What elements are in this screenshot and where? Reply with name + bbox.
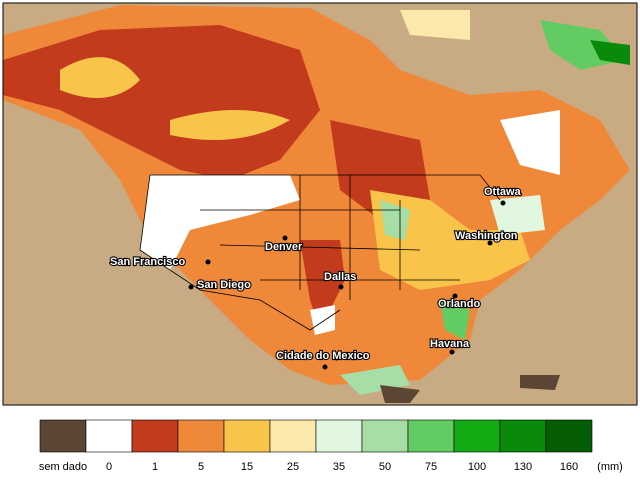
map-frame (2, 2, 638, 406)
legend-label: 15 (241, 461, 253, 473)
legend-swatch (453, 419, 501, 453)
map: Ottawa Washington Denver San Francisco S… (2, 2, 638, 406)
precip-region (380, 385, 420, 403)
precip-region (500, 110, 560, 175)
legend-unit: (mm) (597, 461, 623, 473)
city-dot (322, 364, 328, 370)
legend-swatch (361, 419, 409, 453)
legend-label: 100 (468, 461, 486, 473)
precip-region (300, 240, 345, 330)
city-dots (188, 200, 506, 370)
precip-region (520, 375, 560, 390)
legend-swatch (177, 419, 225, 453)
precip-region (440, 300, 470, 340)
legend-swatch (85, 419, 133, 453)
legend-label: 50 (379, 461, 391, 473)
precip-region (330, 120, 430, 220)
city-label: Dallas (324, 271, 356, 283)
city-label: Orlando (438, 298, 480, 310)
legend-swatch (223, 419, 271, 453)
city-label: Cidade do Mexico (276, 350, 370, 362)
city-dot (500, 200, 506, 206)
precip-region (140, 175, 300, 270)
precip-region (170, 110, 290, 140)
legend-label: 160 (560, 461, 578, 473)
legend-swatch (269, 419, 317, 453)
precip-region (60, 57, 140, 98)
legend-label: sem dado (39, 461, 87, 473)
borders (139, 174, 501, 331)
city-label: San Diego (197, 279, 251, 291)
city-dot (452, 293, 458, 299)
legend-swatch (131, 419, 179, 453)
legend: sem dado 0 1 5 15 25 35 50 75 100 130 160 (mm) (39, 419, 623, 473)
city-dot (487, 240, 493, 246)
legend-label: 35 (333, 461, 345, 473)
legend-swatch (39, 419, 87, 453)
legend-label: 25 (287, 461, 299, 473)
legend-swatch (545, 419, 593, 453)
legend-swatch (315, 419, 363, 453)
city-dot (205, 259, 211, 265)
legend-label: 5 (198, 461, 204, 473)
legend-swatch (407, 419, 455, 453)
city-dot (338, 284, 344, 290)
legend-label: 1 (152, 461, 158, 473)
legend-label: 75 (425, 461, 437, 473)
city-label: Havana (430, 338, 470, 350)
city-label: Washington (455, 230, 518, 242)
city-dot (188, 284, 194, 290)
precip-region (590, 40, 630, 65)
city-dot (449, 349, 455, 355)
legend-swatch (499, 419, 547, 453)
legend-label: 130 (514, 461, 532, 473)
precip-region (400, 10, 470, 40)
city-dot (282, 235, 288, 241)
precip-region (370, 190, 530, 290)
city-label: Denver (265, 241, 303, 253)
precip-region (310, 305, 335, 335)
city-label: San Francisco (110, 256, 185, 268)
legend-label: 0 (106, 461, 112, 473)
city-label: Ottawa (484, 186, 522, 198)
